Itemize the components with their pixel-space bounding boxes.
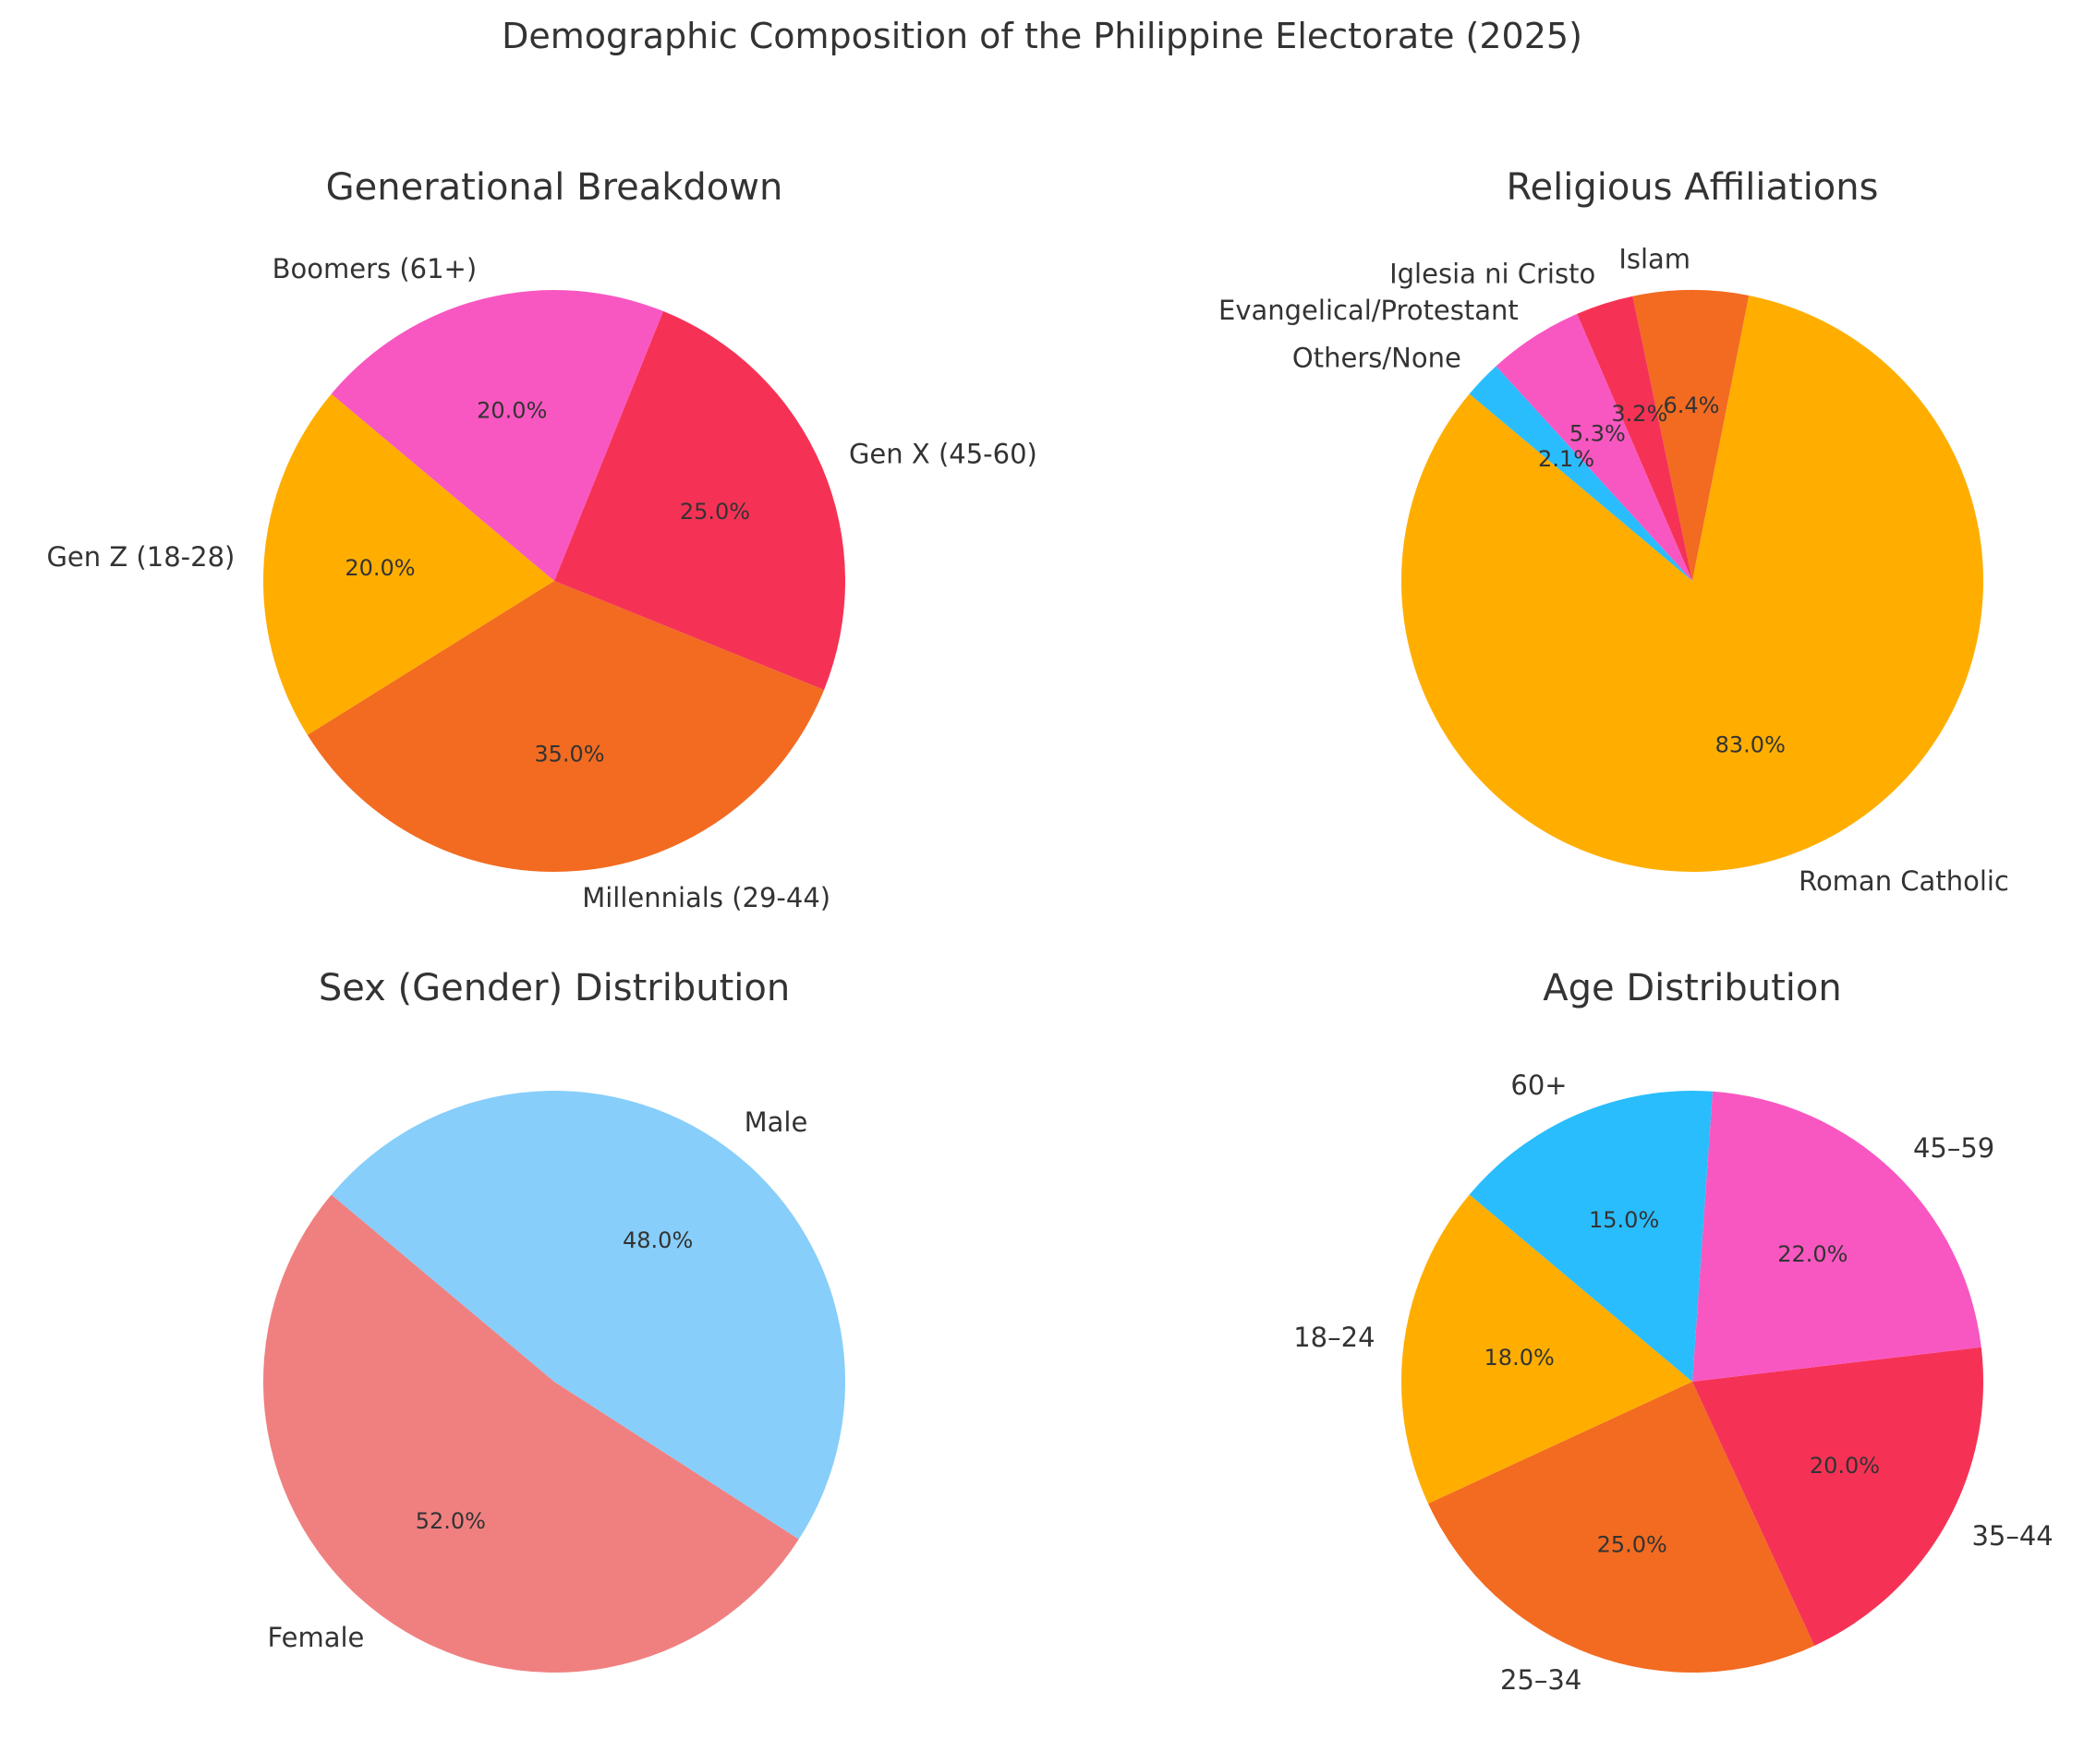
slice-percent-label: 15.0% (1589, 1207, 1659, 1233)
pie-slice (307, 581, 825, 872)
slice-percent-label: 3.2% (1611, 401, 1667, 427)
slice-percent-label: 22.0% (1777, 1241, 1848, 1267)
pie-slice (554, 310, 846, 691)
slice-percent-label: 25.0% (680, 499, 750, 525)
slice-label: 60+ (1510, 1069, 1567, 1101)
slice-percent-label: 25.0% (1597, 1531, 1667, 1557)
slice-label: Millennials (29-44) (582, 882, 830, 913)
slice-percent-label: 83.0% (1715, 731, 1786, 757)
slice-label: Female (268, 1622, 365, 1653)
pie-slice (331, 289, 664, 581)
pie-slice (1469, 366, 1692, 581)
slice-label: Islam (1618, 244, 1690, 275)
pie-chart-3: Age Distribution 18–24 25–34 35–44 45–59 60+ 1… (1293, 967, 2054, 1696)
pie-slice (1692, 1347, 1984, 1646)
slice-percent-label: 2.1% (1538, 446, 1594, 472)
pie-slice (331, 1090, 846, 1540)
subplot-title: Generational Breakdown (326, 166, 783, 209)
slice-label: 35–44 (1971, 1520, 2053, 1552)
slice-label: Male (745, 1106, 808, 1138)
slice-percent-label: 6.4% (1663, 393, 1719, 418)
pie-slice (1401, 295, 1984, 872)
pie-slice (1632, 290, 1750, 581)
slice-label: 45–59 (1913, 1132, 1994, 1164)
slice-label: Boomers (61+) (273, 253, 478, 284)
slice-percent-label: 20.0% (1810, 1453, 1880, 1479)
slice-percent-label: 20.0% (477, 398, 547, 424)
slice-percent-label: 20.0% (345, 555, 415, 581)
slice-label: 25–34 (1500, 1664, 1581, 1696)
slice-percent-label: 52.0% (416, 1508, 486, 1534)
subplot-title: Religious Affiliations (1507, 166, 1879, 209)
pie-slice (1469, 1091, 1713, 1382)
slice-percent-label: 18.0% (1484, 1345, 1555, 1371)
slice-percent-label: 35.0% (534, 741, 604, 767)
pie-slice (1496, 313, 1692, 581)
slice-label: 18–24 (1293, 1322, 1375, 1353)
slice-label: Roman Catholic (1799, 865, 2009, 897)
pie-slice (263, 1194, 799, 1673)
slice-label: Iglesia ni Cristo (1389, 259, 1595, 290)
subplot-title: Age Distribution (1543, 967, 1841, 1009)
figure-title: Demographic Composition of the Philippin… (502, 16, 1582, 56)
pie-chart-0: Generational Breakdown Gen Z (18-28) Mille… (46, 166, 1036, 913)
pie-chart-1: Religious Affiliations Roman Catholic Isla… (1218, 166, 2009, 897)
pie-slice (1577, 296, 1692, 581)
pie-slice (1428, 1382, 1815, 1673)
pie-slice (263, 393, 554, 735)
slice-label: Gen Z (18-28) (46, 541, 235, 573)
pie-slice (1401, 1194, 1692, 1504)
slice-label: Evangelical/Protestant (1218, 295, 1519, 326)
subplot-title: Sex (Gender) Distribution (319, 967, 790, 1009)
slice-label: Others/None (1292, 342, 1461, 373)
slice-percent-label: 48.0% (623, 1227, 693, 1253)
slice-percent-label: 5.3% (1569, 420, 1626, 446)
pie-slice (1692, 1091, 1981, 1382)
slice-label: Gen X (45-60) (849, 439, 1037, 470)
pie-chart-2: Sex (Gender) Distribution Female Male 52.0%… (263, 967, 846, 1673)
